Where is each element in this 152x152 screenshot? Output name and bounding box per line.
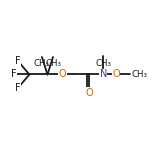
Text: O: O (112, 69, 120, 79)
Text: CH₃: CH₃ (34, 59, 50, 67)
Text: F: F (11, 69, 16, 79)
Text: O: O (59, 69, 66, 79)
Text: CH₃: CH₃ (45, 59, 61, 67)
Text: CH₃: CH₃ (95, 59, 111, 67)
Text: CH₃: CH₃ (132, 70, 148, 79)
Text: F: F (15, 83, 21, 93)
Text: O: O (85, 88, 93, 98)
Text: F: F (15, 56, 21, 66)
Text: N: N (100, 69, 107, 79)
